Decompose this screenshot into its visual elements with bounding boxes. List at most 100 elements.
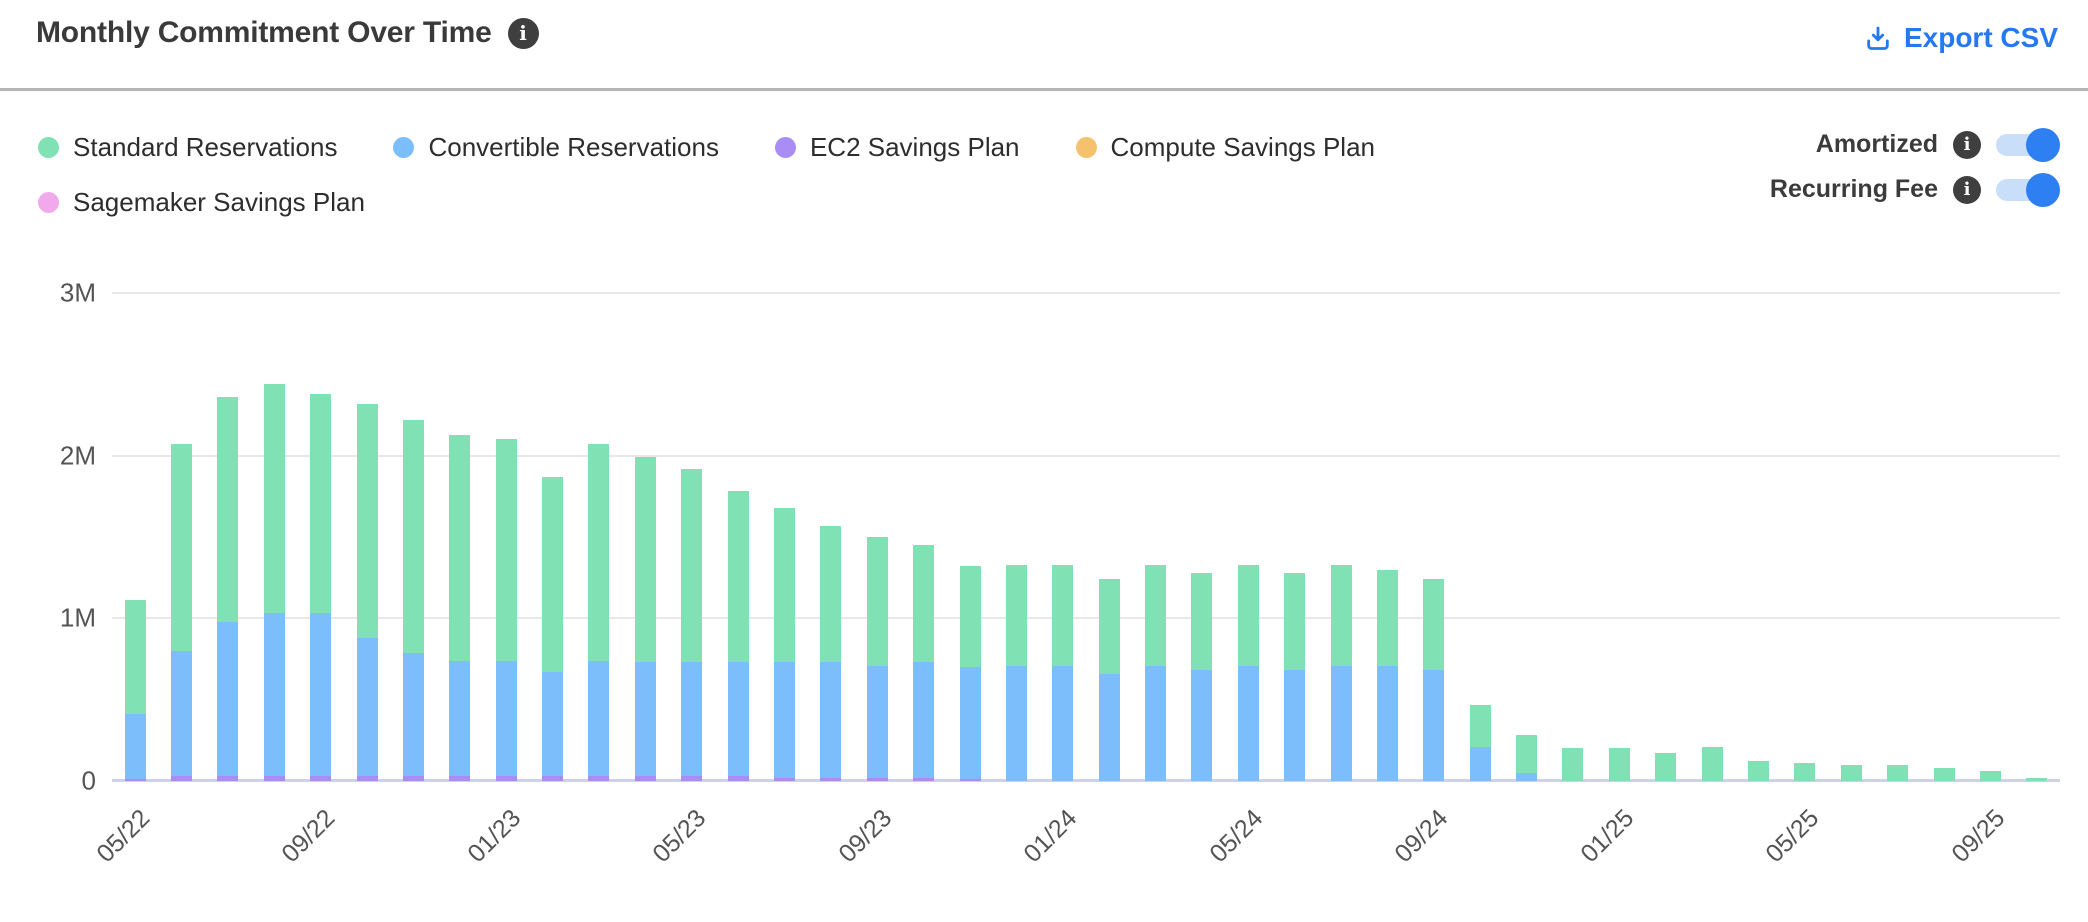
bar-segment-convertible-reservations[interactable] [681,662,703,777]
bar-05-24[interactable] [1225,293,1271,781]
bar-06-23[interactable] [715,293,761,781]
bar-03-25[interactable] [1689,293,1735,781]
bar-segment-convertible-reservations[interactable] [634,662,656,777]
bar-segment-standard-reservations[interactable] [1979,771,2001,781]
bar-segment-standard-reservations[interactable] [634,457,656,663]
bar-segment-convertible-reservations[interactable] [866,665,888,778]
legend-item-convertible-reservations[interactable]: Convertible Reservations [393,132,719,163]
bar-10-24[interactable] [1457,293,1503,781]
bar-segment-standard-reservations[interactable] [1376,569,1398,666]
bar-segment-standard-reservations[interactable] [2026,777,2048,781]
bar-12-23[interactable] [993,293,1039,781]
bar-05-25[interactable] [1782,293,1828,781]
bar-segment-ec2-savings-plan[interactable] [124,779,146,781]
bar-segment-ec2-savings-plan[interactable] [681,776,703,781]
bar-segment-standard-reservations[interactable] [913,545,935,663]
bar-08-22[interactable] [251,293,297,781]
bar-segment-standard-reservations[interactable] [820,525,842,663]
bar-08-24[interactable] [1364,293,1410,781]
bar-segment-standard-reservations[interactable] [1562,748,1584,781]
bar-segment-convertible-reservations[interactable] [310,613,332,777]
bar-segment-convertible-reservations[interactable] [1469,746,1491,781]
bar-segment-standard-reservations[interactable] [310,393,332,614]
bar-segment-convertible-reservations[interactable] [913,662,935,778]
bar-05-23[interactable] [669,293,715,781]
bar-segment-convertible-reservations[interactable] [542,672,564,777]
bar-segment-convertible-reservations[interactable] [1191,670,1213,781]
title-info-icon[interactable]: i [507,17,539,49]
bar-segment-ec2-savings-plan[interactable] [217,776,239,781]
bar-segment-convertible-reservations[interactable] [1052,665,1074,781]
bar-segment-convertible-reservations[interactable] [402,652,424,777]
bar-segment-convertible-reservations[interactable] [1098,673,1120,781]
bar-06-22[interactable] [158,293,204,781]
bar-segment-convertible-reservations[interactable] [1145,665,1167,781]
bar-01-23[interactable] [483,293,529,781]
bar-11-22[interactable] [390,293,436,781]
bar-segment-standard-reservations[interactable] [171,444,193,651]
bar-segment-convertible-reservations[interactable] [495,660,517,777]
bar-segment-convertible-reservations[interactable] [1005,665,1027,781]
bar-09-22[interactable] [298,293,344,781]
bar-segment-standard-reservations[interactable] [495,439,517,661]
bar-segment-ec2-savings-plan[interactable] [634,776,656,781]
bar-segment-convertible-reservations[interactable] [588,660,610,777]
bar-segment-ec2-savings-plan[interactable] [310,776,332,781]
bar-segment-standard-reservations[interactable] [449,434,471,661]
bar-09-24[interactable] [1411,293,1457,781]
bar-segment-convertible-reservations[interactable] [1330,665,1352,781]
bar-segment-ec2-savings-plan[interactable] [171,776,193,781]
bar-01-25[interactable] [1596,293,1642,781]
bar-segment-ec2-savings-plan[interactable] [774,777,796,781]
bar-segment-convertible-reservations[interactable] [1376,665,1398,781]
bar-segment-convertible-reservations[interactable] [1423,670,1445,781]
bar-segment-standard-reservations[interactable] [1423,579,1445,671]
bar-08-23[interactable] [808,293,854,781]
bar-segment-convertible-reservations[interactable] [217,621,239,777]
bar-07-25[interactable] [1874,293,1920,781]
bar-03-24[interactable] [1132,293,1178,781]
bar-segment-standard-reservations[interactable] [356,403,378,638]
bar-10-22[interactable] [344,293,390,781]
export-csv-button[interactable]: Export CSV [1864,22,2058,54]
bar-12-24[interactable] [1550,293,1596,781]
bar-04-25[interactable] [1735,293,1781,781]
legend-item-standard-reservations[interactable]: Standard Reservations [38,132,337,163]
bar-segment-convertible-reservations[interactable] [124,714,146,780]
bar-segment-standard-reservations[interactable] [1052,564,1074,666]
bar-segment-standard-reservations[interactable] [1794,763,1816,781]
bar-segment-standard-reservations[interactable] [1237,564,1259,666]
bar-03-23[interactable] [576,293,622,781]
amortized-info-icon[interactable]: i [1953,130,1981,159]
bar-02-23[interactable] [529,293,575,781]
bar-segment-standard-reservations[interactable] [1655,753,1677,781]
recurring-fee-info-icon[interactable]: i [1953,175,1981,204]
bar-segment-standard-reservations[interactable] [774,507,796,663]
bar-segment-convertible-reservations[interactable] [449,660,471,777]
bar-segment-standard-reservations[interactable] [402,419,424,653]
bar-segment-standard-reservations[interactable] [1330,564,1352,666]
bar-segment-standard-reservations[interactable] [1005,564,1027,666]
bar-segment-standard-reservations[interactable] [1748,761,1770,781]
bar-segment-ec2-savings-plan[interactable] [727,776,749,781]
bar-10-23[interactable] [900,293,946,781]
bar-07-23[interactable] [761,293,807,781]
bar-segment-ec2-savings-plan[interactable] [449,776,471,781]
bar-02-25[interactable] [1643,293,1689,781]
bar-segment-ec2-savings-plan[interactable] [263,776,285,781]
bar-segment-standard-reservations[interactable] [681,468,703,663]
bar-segment-convertible-reservations[interactable] [959,667,981,780]
bar-segment-standard-reservations[interactable] [1191,572,1213,671]
bar-04-24[interactable] [1179,293,1225,781]
bar-segment-standard-reservations[interactable] [1701,746,1723,781]
bar-segment-standard-reservations[interactable] [588,444,610,661]
bar-10-25[interactable] [2014,293,2060,781]
bar-segment-ec2-savings-plan[interactable] [542,776,564,781]
bar-05-22[interactable] [112,293,158,781]
bar-segment-standard-reservations[interactable] [1469,704,1491,747]
bar-11-24[interactable] [1503,293,1549,781]
bar-07-24[interactable] [1318,293,1364,781]
recurring-fee-switch[interactable] [1996,172,2060,207]
bar-segment-standard-reservations[interactable] [727,491,749,663]
bar-segment-standard-reservations[interactable] [866,537,888,666]
